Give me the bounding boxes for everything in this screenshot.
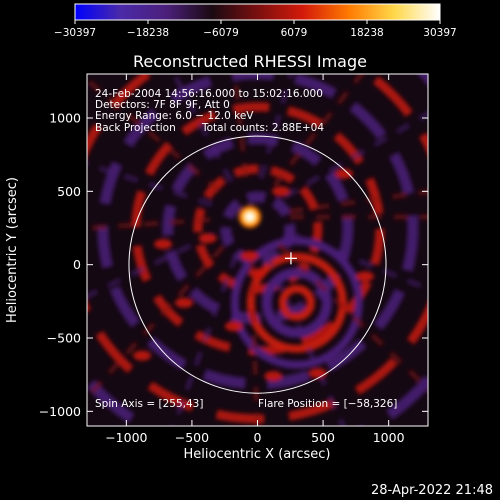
x-tick-label: −1000 (105, 430, 147, 445)
annotations: 24-Feb-2004 14:56:16.000 to 15:02:16.000… (95, 88, 324, 134)
backprojection-streak (289, 189, 428, 214)
flare-source-core (245, 212, 254, 221)
backprojection-streak (283, 111, 428, 200)
backprojection-streak (248, 256, 260, 426)
emission-blob (264, 371, 283, 382)
solar-limb-circle (128, 135, 387, 394)
colorbar-ticks: −30397 −18238 −6079 6079 18238 30397 (54, 20, 457, 39)
annotation-time: 24-Feb-2004 14:56:16.000 to 15:02:16.000 (95, 88, 323, 100)
backprojection-streak (286, 229, 428, 292)
y-tick-label: 500 (57, 184, 81, 199)
x-tick-label: 1000 (373, 430, 405, 445)
emission-blob (224, 321, 243, 332)
x-tick-label: 0 (254, 430, 262, 445)
emission-blob (175, 297, 194, 308)
spin-axis-label: Spin Axis = [255,43] (95, 398, 203, 410)
y-tick-label: −500 (47, 331, 81, 346)
backprojection-ring (220, 191, 296, 267)
emission-blob (154, 239, 173, 250)
emission-blob (240, 250, 259, 261)
annotation-method: Back Projection (95, 122, 176, 134)
x-tick-label: −500 (175, 430, 209, 445)
y-axis-ticks: −1000 −500 0 500 1000 (39, 111, 428, 419)
x-tick-label: 500 (311, 430, 335, 445)
colorbar-tick-label: −6079 (203, 27, 239, 39)
x-axis-label: Heliocentric X (arcsec) (184, 447, 331, 462)
annotation-counts: Total counts: 2.88E+04 (201, 122, 324, 134)
emission-blob (198, 233, 217, 244)
backprojection-streak (87, 76, 221, 194)
colorbar-tick-label: −30397 (54, 27, 96, 39)
x-axis-ticks: −1000 −500 0 500 1000 (105, 74, 405, 445)
secondary-ring (230, 236, 363, 369)
colorbar (74, 3, 441, 21)
annotation-energy: Energy Range: 6.0 − 12.0 keV (95, 110, 254, 122)
secondary-ring (261, 267, 332, 338)
backprojection-streak (87, 232, 216, 300)
backprojection-streak (171, 253, 239, 426)
emission-blob (335, 168, 354, 179)
y-tick-label: 0 (73, 257, 81, 272)
y-tick-label: −1000 (39, 404, 81, 419)
secondary-ring (246, 252, 347, 353)
flare-position-label: Flare Position = [−58,326] (258, 398, 397, 410)
y-tick-label: 1000 (49, 111, 81, 126)
backprojection-streak (272, 74, 365, 187)
backprojection-streak (87, 244, 225, 402)
emission-blob (308, 368, 327, 379)
emission-blob (356, 271, 375, 282)
chart-title: Reconstructed RHESSI Image (133, 52, 367, 71)
backprojection-ring (193, 164, 323, 294)
timestamp: 28-Apr-2022 21:48 (371, 483, 493, 498)
colorbar-tick-label: 18238 (350, 27, 383, 39)
spin-axis-marker (284, 252, 297, 265)
backprojection-streak (87, 161, 213, 207)
backprojection-ring (162, 133, 354, 325)
emission-blob (133, 350, 152, 361)
y-axis-label: Heliocentric Y (arcsec) (5, 177, 20, 323)
emission-blob (248, 268, 267, 279)
colorbar-tick-label: 30397 (423, 27, 456, 39)
secondary-ring (278, 284, 315, 321)
backprojection-streak (276, 242, 428, 393)
colorbar-tick-label: 6079 (281, 27, 308, 39)
emission-blob (272, 186, 291, 197)
colorbar-tick-label: −18238 (127, 27, 169, 39)
annotation-detectors: Detectors: 7F 8F 9F, Att 0 (95, 99, 230, 111)
